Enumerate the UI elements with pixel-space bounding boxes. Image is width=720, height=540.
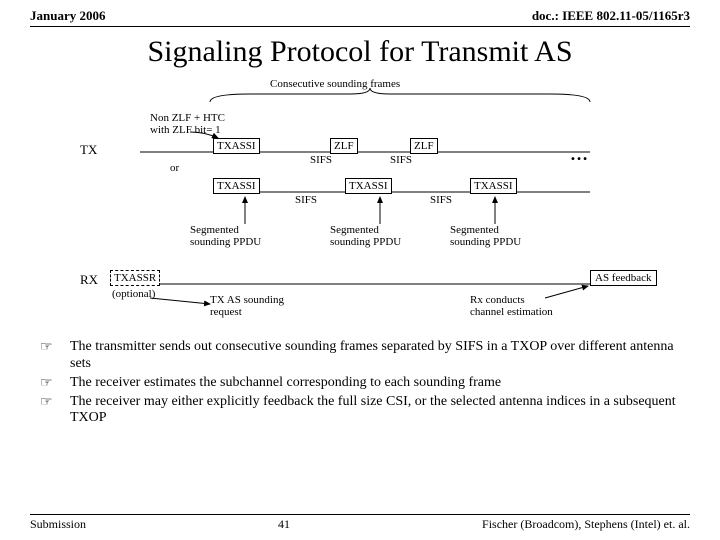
box-zlf-2: ZLF [410, 138, 438, 154]
box-zlf-1: ZLF [330, 138, 358, 154]
hand-icon: ☞ [40, 375, 70, 392]
label-seg-3: Segmented sounding PPDU [450, 224, 521, 248]
footer-right: Fischer (Broadcom), Stephens (Intel) et.… [482, 517, 690, 532]
bullet-text-2: The receiver estimates the subchannel co… [70, 375, 680, 392]
label-tx: TX [80, 142, 97, 158]
label-rx: RX [80, 272, 98, 288]
box-txassi-2a: TXASSI [213, 178, 260, 194]
diagram: Consecutive sounding frames Non ZLF + HT… [50, 84, 670, 329]
hand-icon: ☞ [40, 339, 70, 373]
label-sifs-3: SIFS [295, 194, 317, 206]
footer-mid: 41 [278, 517, 290, 532]
footer-rule [30, 514, 690, 515]
label-consecutive: Consecutive sounding frames [270, 78, 400, 90]
label-optional: (optional) [112, 288, 155, 300]
hand-icon: ☞ [40, 394, 70, 428]
label-sifs-1: SIFS [310, 154, 332, 166]
bullet-list: ☞ The transmitter sends out consecutive … [40, 339, 680, 427]
box-txassi-1: TXASSI [213, 138, 260, 154]
box-txassi-2c: TXASSI [470, 178, 517, 194]
footer-left: Submission [30, 517, 86, 532]
label-seg-2: Segmented sounding PPDU [330, 224, 401, 248]
header-date: January 2006 [30, 8, 105, 24]
label-sifs-4: SIFS [430, 194, 452, 206]
label-or: or [170, 162, 179, 174]
label-sifs-2: SIFS [390, 154, 412, 166]
footer: Submission 41 Fischer (Broadcom), Stephe… [30, 514, 690, 532]
bullet-3: ☞ The receiver may either explicitly fee… [40, 394, 680, 428]
header-rule [30, 26, 690, 27]
box-txassi-2b: TXASSI [345, 178, 392, 194]
label-seg-1: Segmented sounding PPDU [190, 224, 261, 248]
bullet-text-1: The transmitter sends out consecutive so… [70, 339, 680, 373]
label-rxconducts: Rx conducts channel estimation [470, 294, 553, 318]
label-dots: … [570, 144, 588, 165]
bullet-2: ☞ The receiver estimates the subchannel … [40, 375, 680, 392]
label-nonzlf: Non ZLF + HTC with ZLF bit= 1 [150, 112, 225, 136]
header-doc: doc.: IEEE 802.11-05/1165r3 [532, 8, 690, 24]
label-txas-req: TX AS sounding request [210, 294, 284, 318]
page-title: Signaling Protocol for Transmit AS [0, 35, 720, 69]
box-asfeedback: AS feedback [590, 270, 657, 286]
bullet-text-3: The receiver may either explicitly feedb… [70, 394, 680, 428]
box-txassr: TXASSR [110, 270, 160, 286]
bullet-1: ☞ The transmitter sends out consecutive … [40, 339, 680, 373]
